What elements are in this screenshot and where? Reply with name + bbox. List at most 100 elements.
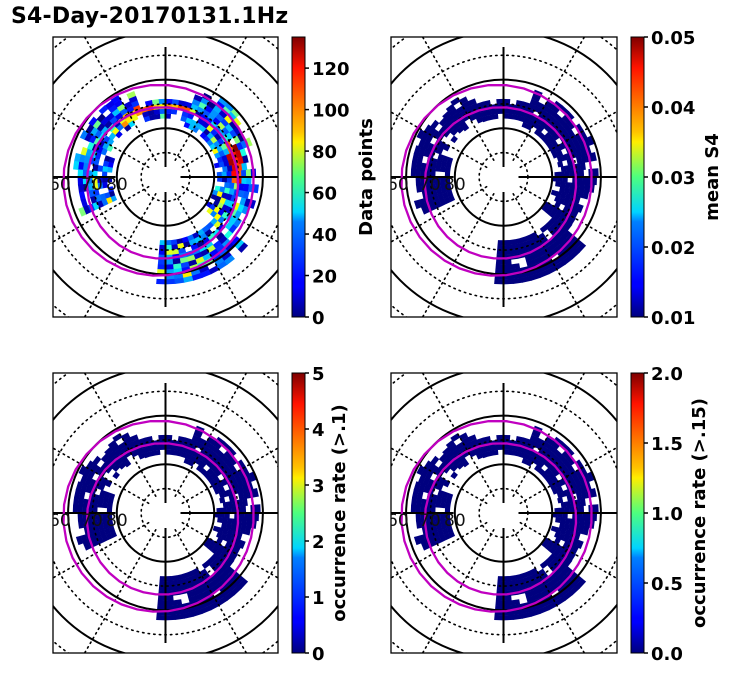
latitude-label: 60 bbox=[49, 175, 71, 195]
heatmap-cell bbox=[575, 123, 584, 134]
heatmap-cell bbox=[420, 205, 429, 215]
heatmap-cell bbox=[225, 193, 233, 201]
heatmap-cell bbox=[425, 469, 434, 480]
heatmap-cell bbox=[220, 453, 230, 463]
heatmap-cell bbox=[509, 580, 517, 587]
colorbar-tick-label: 20 bbox=[312, 267, 337, 288]
heatmap-cell bbox=[582, 473, 591, 484]
heatmap-cell bbox=[143, 451, 151, 459]
heatmap-cell bbox=[98, 523, 105, 532]
heatmap-cell bbox=[567, 129, 576, 139]
heatmap-cell bbox=[221, 441, 232, 452]
heatmap-cell bbox=[509, 244, 517, 251]
heatmap-cell bbox=[442, 110, 452, 120]
heatmap-cell bbox=[437, 193, 445, 201]
heatmap-cell bbox=[110, 195, 118, 203]
heatmap-cell bbox=[87, 177, 93, 185]
heatmap-cell bbox=[446, 190, 454, 198]
heatmap-cell bbox=[425, 513, 431, 521]
heatmap-cell bbox=[253, 512, 260, 522]
heatmap-cell bbox=[229, 215, 238, 225]
heatmap-cell bbox=[218, 485, 226, 494]
heatmap-cell bbox=[450, 463, 458, 472]
heatmap-cell bbox=[448, 443, 459, 453]
heatmap-cell bbox=[84, 476, 93, 486]
heatmap-cell bbox=[529, 98, 539, 107]
heatmap-cell bbox=[237, 578, 249, 589]
heatmap-cell bbox=[425, 519, 432, 527]
heatmap-cell bbox=[573, 477, 582, 487]
heatmap-cell bbox=[559, 517, 566, 524]
heatmap-cell bbox=[476, 101, 485, 109]
heatmap-cell bbox=[420, 131, 430, 142]
heatmap-cell bbox=[445, 497, 452, 504]
heatmap-cell bbox=[221, 176, 228, 183]
heatmap-cell bbox=[518, 115, 526, 123]
heatmap-cell bbox=[79, 474, 88, 485]
heatmap-cell bbox=[555, 191, 562, 198]
heatmap-cell bbox=[125, 105, 135, 114]
heatmap-cell bbox=[194, 121, 202, 130]
meridian-gridline bbox=[421, 37, 495, 161]
heatmap-cell bbox=[213, 556, 222, 565]
heatmap-cell bbox=[563, 467, 572, 477]
heatmap-cell bbox=[112, 463, 120, 472]
heatmap-cell bbox=[444, 177, 451, 183]
heatmap-cell bbox=[165, 259, 174, 265]
heatmap-cell bbox=[221, 517, 228, 524]
heatmap-cell bbox=[547, 456, 556, 465]
heatmap-cell bbox=[446, 460, 455, 469]
heatmap-cell bbox=[97, 518, 104, 526]
heatmap-cell bbox=[104, 192, 111, 200]
heatmap-cell bbox=[190, 243, 199, 251]
heatmap-cell bbox=[220, 117, 230, 127]
heatmap-cell bbox=[551, 556, 560, 565]
heatmap-cell bbox=[73, 496, 80, 506]
heatmap-cell bbox=[486, 450, 494, 457]
colorbar-tick-label: 60 bbox=[312, 184, 337, 205]
colorbar bbox=[630, 372, 645, 654]
heatmap-cell bbox=[580, 490, 588, 500]
heatmap-cell bbox=[468, 114, 477, 122]
heatmap-cell bbox=[241, 176, 247, 185]
heatmap-cell bbox=[550, 104, 561, 114]
heatmap-cell bbox=[442, 155, 449, 163]
heatmap-cell bbox=[417, 474, 426, 485]
heatmap-cell bbox=[544, 597, 556, 606]
heatmap-cell bbox=[87, 519, 94, 527]
heatmap-cells bbox=[72, 425, 261, 621]
heatmap-cell bbox=[217, 527, 224, 534]
heatmap-cell bbox=[497, 444, 504, 450]
heatmap-cell bbox=[438, 117, 448, 127]
colorbar-tick-label: 1.5 bbox=[651, 434, 683, 455]
heatmap-cell bbox=[579, 498, 586, 507]
heatmap-cell bbox=[430, 164, 437, 172]
heatmap-cell bbox=[159, 244, 166, 251]
heatmap-cell bbox=[202, 572, 211, 581]
heatmap-cell bbox=[497, 240, 504, 246]
heatmap-cell bbox=[559, 587, 570, 597]
colorbar-tick-label: 1 bbox=[312, 588, 325, 609]
heatmap-cell bbox=[233, 126, 242, 136]
heatmap-cell bbox=[138, 437, 147, 445]
heatmap-cell bbox=[226, 506, 232, 513]
meridian-gridline bbox=[519, 185, 617, 244]
heatmap-cell bbox=[242, 490, 250, 500]
heatmap-cell bbox=[194, 457, 202, 466]
heatmap-cell bbox=[452, 447, 461, 457]
heatmap-cell bbox=[80, 146, 88, 156]
heatmap-cell bbox=[244, 526, 252, 536]
heatmap-cell bbox=[75, 535, 84, 546]
heatmap-cell bbox=[482, 436, 491, 443]
heatmap-cell bbox=[237, 242, 249, 253]
latitude-label: 60 bbox=[387, 511, 409, 531]
heatmap-cell bbox=[221, 574, 232, 585]
heatmap-cell bbox=[530, 231, 539, 240]
heatmap-cell bbox=[556, 485, 564, 494]
meridian-gridline bbox=[421, 193, 495, 317]
heatmap-cell bbox=[209, 120, 218, 129]
heatmap-cell bbox=[84, 132, 93, 142]
heatmap-cell bbox=[536, 601, 548, 610]
heatmap-cell bbox=[199, 131, 207, 140]
heatmap-cell bbox=[532, 121, 540, 130]
